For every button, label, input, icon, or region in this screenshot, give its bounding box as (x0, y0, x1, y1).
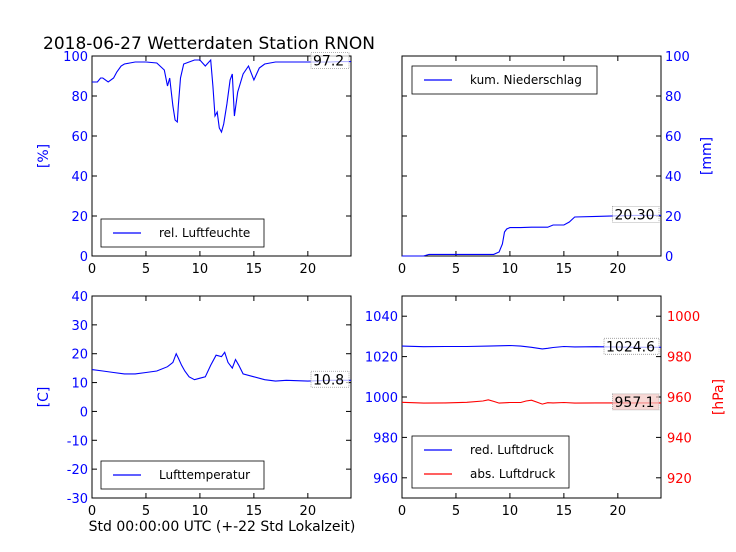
x-tick-label: 0 (398, 262, 406, 277)
y-tick-label: 980 (373, 431, 398, 446)
x-tick-label: 5 (142, 504, 150, 519)
y-tick-label: 0 (80, 405, 88, 420)
y-tick-label: 20 (71, 348, 88, 363)
y-tick-label: 960 (373, 472, 398, 487)
last-value-box (310, 370, 350, 388)
y-tick-label: 1000 (365, 391, 398, 406)
x-tick-label: 0 (88, 504, 96, 519)
y-axis-label: [C] (36, 387, 52, 408)
y-tick-label: -10 (67, 434, 88, 449)
legend: kum. Niederschlag (411, 65, 598, 95)
y2-axis-label: [hPa] (711, 379, 727, 415)
last-value-label: 20.30 (615, 207, 655, 223)
x-tick-label: 0 (398, 504, 406, 519)
x-tick-label: 5 (142, 262, 150, 277)
x-tick-label: 20 (610, 262, 627, 277)
y-tick-label: 1040 (365, 310, 398, 325)
y-tick-label: 60 (665, 130, 682, 145)
legend: rel. Luftfeuchte (100, 218, 265, 248)
legend-entry: kum. Niederschlag (470, 73, 582, 87)
last-value-box (603, 337, 660, 355)
humidity-panel: 0 5 10 15 20 0 20 40 60 80 100 [%] 97.2 rel. Luftfeuc… (36, 50, 352, 277)
series-line-0 (92, 58, 351, 134)
y-tick-label: 30 (71, 319, 88, 334)
x-tick-label: 15 (556, 504, 573, 519)
pressure-panel: 0 5 10 15 20 960 980 1000 1020 1040 920 940 960 980 10… (365, 295, 727, 519)
last-value-box (612, 393, 660, 411)
y-tick-label: 80 (71, 90, 88, 105)
last-value-label: 97.2 (313, 54, 344, 70)
temperature-frame (91, 295, 352, 499)
y-tick-label: 80 (665, 90, 682, 105)
y-axis-label: [mm] (699, 137, 715, 175)
temperature-panel: 0 5 10 15 20 -30 -20 -10 0 10 20 30 40 [C] 10.8 Lufttem… (36, 290, 352, 519)
x-tick-label: 10 (192, 504, 209, 519)
y-tick-label: 20 (665, 210, 682, 225)
last-value-label: 1024.6 (606, 339, 655, 355)
y2-tick-label: 940 (667, 431, 692, 446)
legend-entry: abs. Luftdruck (470, 467, 555, 481)
last-value-box (612, 205, 660, 223)
series-line-1 (401, 399, 661, 405)
x-tick-label: 20 (610, 504, 627, 519)
x-tick-label: 5 (452, 262, 460, 277)
x-tick-label: 5 (452, 504, 460, 519)
x-tick-label: 15 (246, 262, 263, 277)
figure-title: 2018-06-27 Wetterdaten Station RNON (43, 34, 375, 54)
x-tick-label: 15 (556, 262, 573, 277)
y-tick-label: 60 (71, 130, 88, 145)
y2-tick-label: 960 (667, 391, 692, 406)
legend: Lufttemperatur (100, 460, 265, 490)
y2-tick-label: 980 (667, 351, 692, 366)
x-tick-label: 10 (192, 262, 209, 277)
y-tick-label: 20 (71, 210, 88, 225)
last-value-box (310, 52, 350, 69)
legend-entry: red. Luftdruck (470, 443, 554, 457)
y-tick-label: 40 (71, 170, 88, 185)
x-tick-label: 10 (502, 504, 519, 519)
y-tick-label: -20 (67, 463, 88, 478)
precip-frame (401, 55, 662, 257)
last-value-label: 10.8 (313, 372, 344, 388)
y2-tick-label: 1000 (667, 310, 700, 325)
legend-entry: rel. Luftfeuchte (159, 226, 250, 240)
series-line-0 (91, 351, 351, 382)
y-tick-label: 1020 (365, 351, 398, 366)
y-tick-label: 10 (71, 377, 88, 392)
precip-panel: 0 5 10 15 20 0 20 40 60 80 100 [mm] 20.30 kum. Nieder… (398, 50, 715, 277)
y-tick-label: 100 (63, 50, 88, 65)
series-line-0 (401, 344, 661, 350)
y-tick-label: 100 (665, 50, 690, 65)
x-tick-label: 15 (246, 504, 263, 519)
x-axis-label: Std 00:00:00 UTC (+-22 Std Lokalzeit) (89, 519, 356, 535)
y-tick-label: -30 (67, 492, 88, 507)
last-value-label: 957.1 (615, 395, 655, 411)
y-axis-label: [%] (36, 144, 52, 168)
legend-frame (411, 435, 570, 489)
y-tick-label: 0 (80, 250, 88, 265)
x-tick-label: 0 (88, 262, 96, 277)
y-tick-label: 40 (71, 290, 88, 305)
humidity-frame (91, 55, 352, 257)
y-tick-label: 0 (665, 250, 673, 265)
series-line-0 (402, 214, 661, 257)
y-tick-label: 40 (665, 170, 682, 185)
x-tick-label: 10 (502, 262, 519, 277)
legend: red. Luftdruck abs. Luftdruck (411, 435, 570, 489)
y2-tick-label: 920 (667, 472, 692, 487)
x-tick-label: 20 (300, 262, 317, 277)
x-tick-label: 20 (300, 504, 317, 519)
legend-entry: Lufttemperatur (159, 468, 250, 482)
